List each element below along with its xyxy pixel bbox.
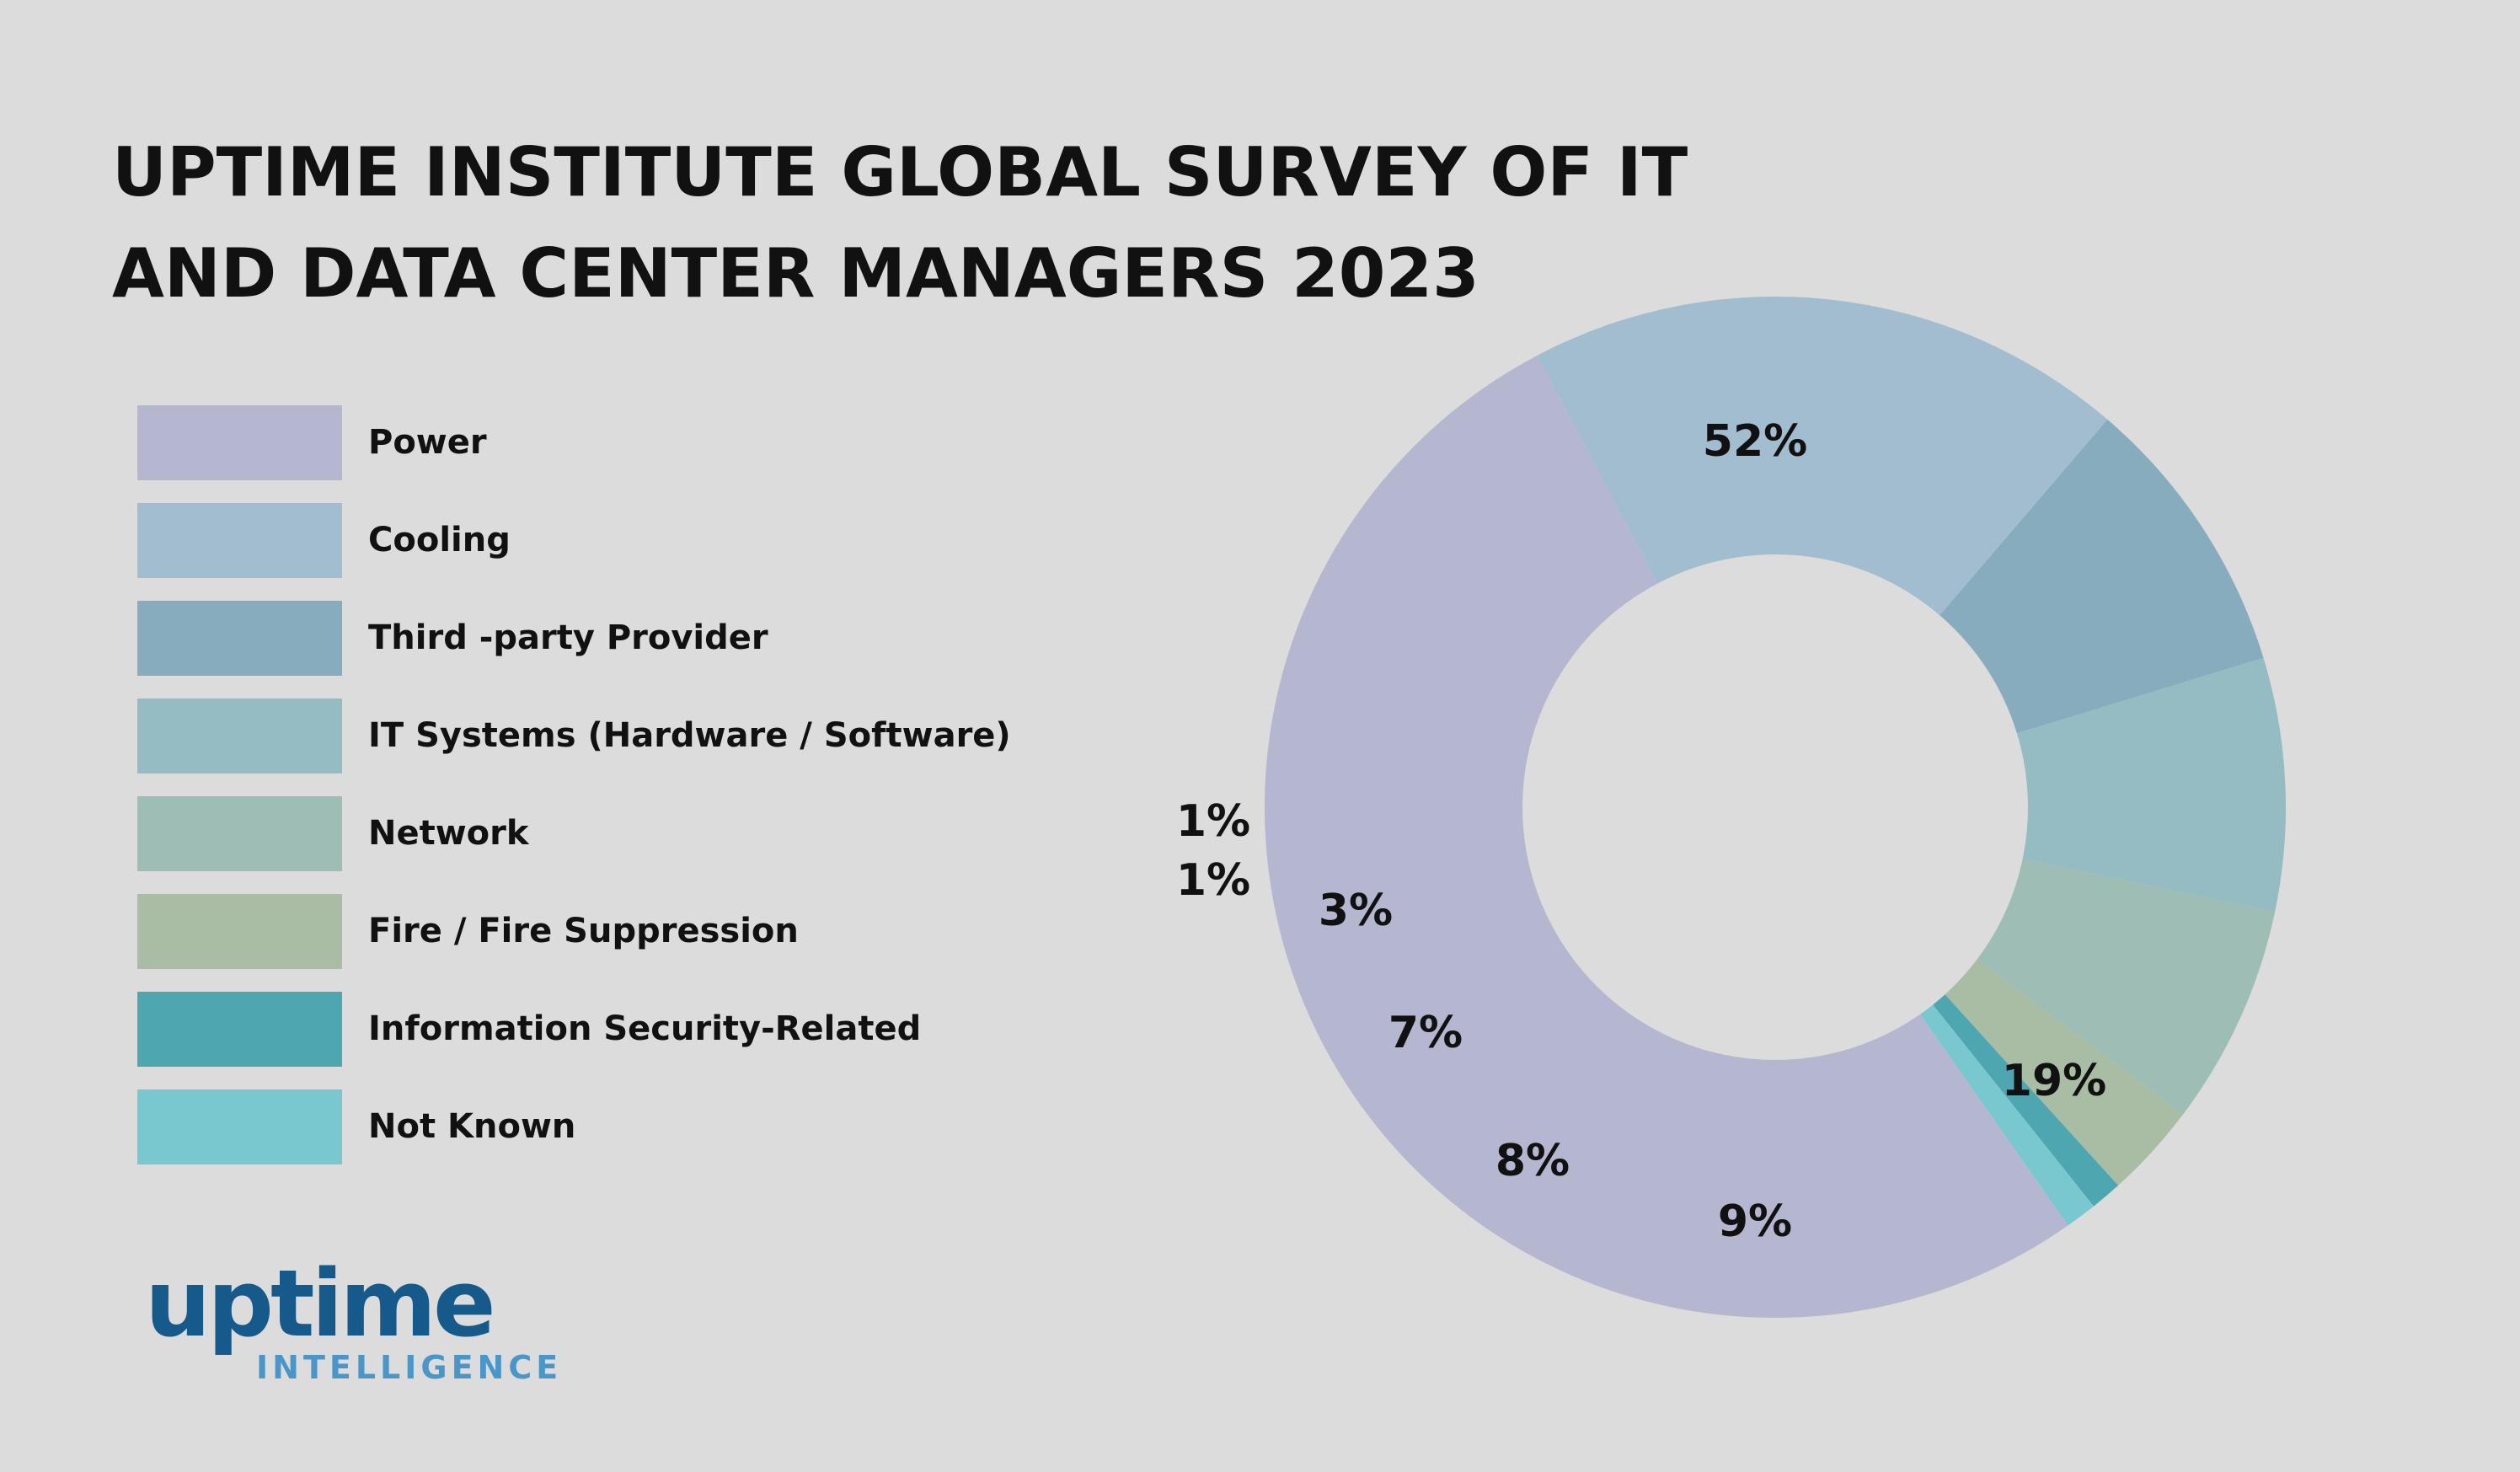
donut-slice-it-systems-hardware-software: [2016, 657, 2286, 912]
legend-swatch-cooling: [137, 503, 342, 578]
legend-label-not-known: Not Known: [368, 1107, 576, 1146]
legend-label-it-systems: IT Systems (Hardware / Software): [368, 716, 1011, 755]
legend-item-fire-suppression: Fire / Fire Suppression: [137, 894, 1064, 992]
slice-value-label: 8%: [1495, 1136, 1570, 1186]
slice-value-label: 52%: [1703, 416, 1807, 467]
legend-item-it-systems: IT Systems (Hardware / Software): [137, 699, 1064, 796]
donut-slice-cooling: [1537, 296, 2108, 616]
donut-slice-power: [1264, 355, 2068, 1319]
uptime-intelligence-logo: uptime INTELLIGENCE: [145, 1250, 558, 1392]
slice-value-label: 9%: [1718, 1196, 1792, 1247]
legend-swatch-it-systems: [137, 699, 342, 773]
donut-slice-labels: 52% 19% 9% 8% 7% 3% 1% 1%: [1176, 416, 2106, 1247]
donut-slice-fire-fire-suppression: [1945, 959, 2183, 1186]
legend-swatch-network: [137, 796, 342, 871]
legend-item-not-known: Not Known: [137, 1089, 1064, 1187]
donut-slice-network: [1977, 859, 2276, 1115]
legend-label-fire-suppression: Fire / Fire Suppression: [368, 912, 799, 950]
legend-item-third-party-provider: Third -party Provider: [137, 601, 1064, 699]
legend-swatch-fire-suppression: [137, 894, 342, 969]
chart-title-line-1: UPTIME INSTITUTE GLOBAL SURVEY OF IT: [112, 133, 1688, 211]
legend-swatch-third-party-provider: [137, 601, 342, 676]
legend-label-cooling: Cooling: [368, 521, 511, 559]
logo-wordmark: uptime: [145, 1250, 496, 1357]
legend-label-information-security: Information Security-Related: [368, 1009, 922, 1048]
slice-value-label: 1%: [1176, 796, 1250, 847]
legend-item-power: Power: [137, 405, 1064, 503]
donut-slice-third-party-provider: [1939, 419, 2264, 734]
logo-subtitle: INTELLIGENCE: [256, 1349, 563, 1386]
slice-value-label: 1%: [1176, 855, 1250, 906]
slice-value-label: 7%: [1388, 1008, 1463, 1058]
legend-item-cooling: Cooling: [137, 503, 1064, 601]
donut-slices: [1264, 296, 2286, 1319]
legend-swatch-not-known: [137, 1089, 342, 1164]
legend-item-network: Network: [137, 796, 1064, 894]
legend-label-network: Network: [368, 814, 529, 853]
chart-title-line-2: AND DATA CENTER MANAGERS 2023: [112, 234, 1479, 313]
donut-slice-information-security-related: [1933, 994, 2119, 1207]
donut-slice-not-known: [1920, 1004, 2095, 1226]
slice-value-label: 19%: [2002, 1056, 2106, 1106]
chart-legend: Power Cooling Third -party Provider IT S…: [137, 405, 1064, 1187]
legend-label-third-party-provider: Third -party Provider: [368, 618, 768, 657]
legend-label-power: Power: [368, 423, 487, 462]
legend-item-information-security: Information Security-Related: [137, 992, 1064, 1089]
slice-value-label: 3%: [1319, 886, 1393, 936]
legend-swatch-power: [137, 405, 342, 480]
chart-title: UPTIME INSTITUTE GLOBAL SURVEY OF IT AND…: [112, 122, 1688, 324]
legend-swatch-information-security: [137, 992, 342, 1067]
